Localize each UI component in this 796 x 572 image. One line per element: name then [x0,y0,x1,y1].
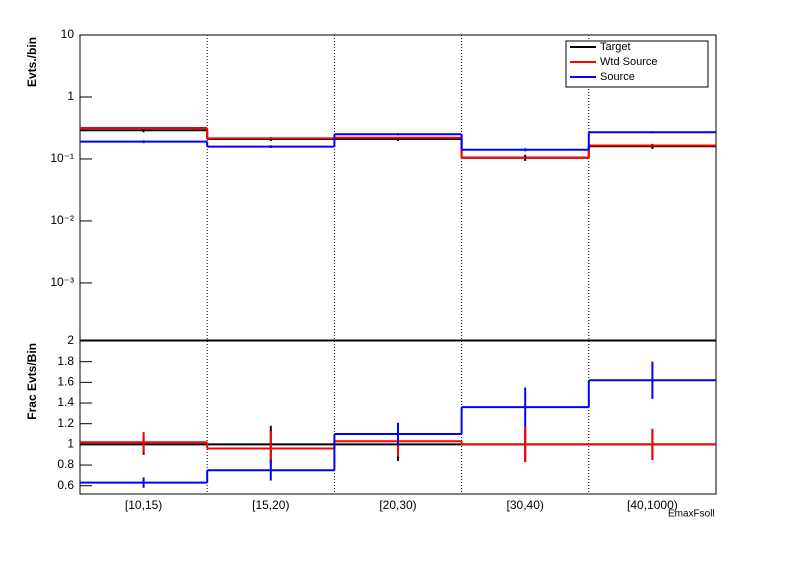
y-tick-label: 1.4 [57,395,74,409]
x-axis-title: EmaxFsoll [668,509,715,520]
y-tick-label: 1 [67,437,74,451]
x-tick-label: [10,15) [125,498,162,512]
y-tick-label: 10⁻² [50,213,74,227]
y-tick-label: 1 [67,89,74,103]
legend-label: Target [600,41,631,53]
y-axis-title: Frac Evts/Bin [25,343,39,420]
y-tick-label: 1.8 [57,354,74,368]
x-tick-label: [15,20) [252,498,289,512]
y-tick-label: 10 [61,27,75,41]
y-tick-label: 10⁻¹ [50,151,74,165]
y-tick-label: 1.2 [57,416,74,430]
x-tick-label: [40,1000) [627,498,678,512]
y-tick-label: 2 [67,333,74,347]
legend-label: Source [600,71,635,83]
x-tick-label: [20,30) [379,498,416,512]
x-tick-label: [30,40) [507,498,544,512]
y-axis-title: Evts./bin [25,37,39,87]
legend-box [565,40,709,88]
plot-frame [79,34,717,341]
y-tick-label: 0.8 [57,457,74,471]
y-tick-label: 0.6 [57,478,74,492]
y-tick-label: 1.6 [57,375,74,389]
y-tick-label: 10⁻³ [50,275,74,289]
legend-label: Wtd Source [600,56,657,68]
plot-frame [79,340,717,495]
